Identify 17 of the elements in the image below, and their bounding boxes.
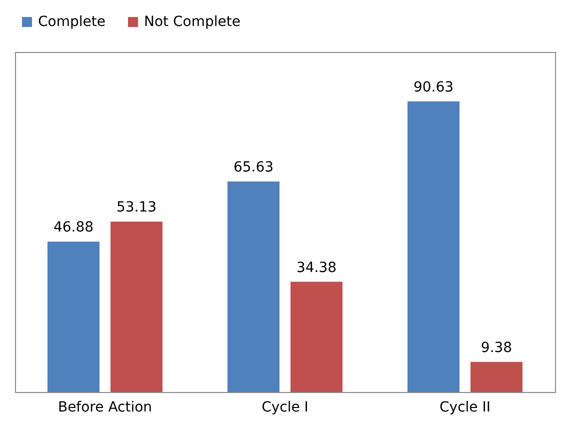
bar [470, 362, 522, 392]
legend-label: Complete [38, 14, 106, 30]
bar [110, 222, 162, 392]
x-tick-label: Before Action [58, 400, 152, 416]
data-label: 53.13 [116, 200, 157, 216]
data-label: 46.88 [53, 220, 94, 236]
data-label: 9.38 [480, 340, 512, 356]
legend-label: Not Complete [144, 14, 240, 30]
x-tick-label: Cycle I [262, 400, 308, 416]
bar [228, 182, 280, 392]
data-label: 34.38 [296, 260, 337, 276]
bar [48, 242, 100, 392]
data-label: 90.63 [413, 79, 454, 96]
x-tick-label: Cycle II [440, 400, 490, 416]
bar [290, 282, 342, 392]
data-label: 65.63 [233, 160, 274, 176]
bar [408, 101, 460, 392]
